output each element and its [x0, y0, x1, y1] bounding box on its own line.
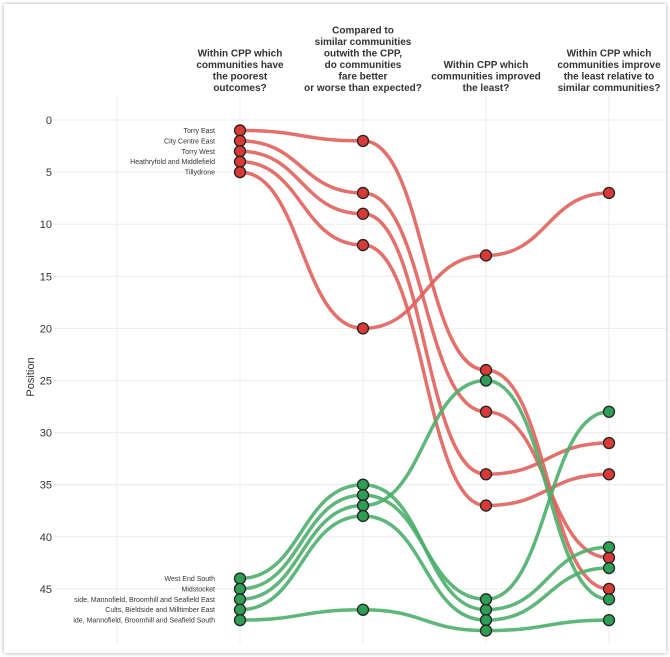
data-point	[235, 167, 246, 178]
y-tick-label: 35	[40, 480, 52, 492]
data-point	[235, 594, 246, 605]
data-point	[235, 583, 246, 594]
chart-frame: Position 0 5 10 15 20 25 30 35 40 45 Within CPP w…	[4, 4, 666, 653]
row-label: ide, Mannofield, Broomhill and Seafield …	[73, 618, 215, 625]
stage-header-line: Compared to	[332, 26, 394, 37]
row-label: Tillydrone	[185, 170, 215, 177]
series-line	[240, 151, 609, 474]
stage-header-line: communities have	[196, 60, 284, 71]
data-point	[358, 240, 369, 251]
data-point	[481, 500, 492, 511]
data-point	[235, 135, 246, 146]
series-line	[240, 610, 609, 631]
data-point	[604, 469, 615, 480]
row-label: Midstocket	[182, 586, 216, 593]
data-point	[235, 604, 246, 615]
data-point	[235, 573, 246, 584]
data-point	[358, 479, 369, 490]
stage-header-line: outwith the CPP,	[324, 49, 402, 60]
data-point	[235, 156, 246, 167]
data-point	[358, 135, 369, 146]
data-point	[604, 563, 615, 574]
row-label: Torry West	[182, 149, 215, 156]
stage-header-line: similar communities	[315, 37, 412, 48]
data-point	[358, 323, 369, 334]
stage-header-line: Within CPP which	[567, 49, 652, 60]
y-tick-label: 40	[40, 532, 52, 544]
y-tick-label: 5	[46, 167, 52, 179]
y-axis-ticks: 0 5 10 15 20 25 30 35 40 45	[40, 115, 52, 596]
row-labels: Torry East City Centre East Torry West Heat…	[73, 128, 215, 625]
data-point	[604, 615, 615, 626]
row-label: Cults, Bieldside and Milltimber East	[105, 607, 215, 614]
series-line	[240, 516, 609, 620]
y-tick-label: 25	[40, 376, 52, 388]
y-axis-label: Position	[25, 357, 37, 396]
data-point	[604, 406, 615, 417]
stage-header-line: similar communities?	[558, 83, 661, 94]
stage-header-line: do communities	[325, 60, 402, 71]
stage-header-line: or worse than expected?	[304, 83, 422, 94]
stage-header-line: communities improve	[557, 60, 661, 71]
y-tick-label: 10	[40, 219, 52, 231]
data-point	[358, 187, 369, 198]
stage-header-line: outcomes?	[213, 83, 266, 94]
series-line	[240, 130, 609, 588]
y-tick-label: 20	[40, 323, 52, 335]
data-point	[358, 604, 369, 615]
bump-chart: Position 0 5 10 15 20 25 30 35 40 45 Within CPP w…	[4, 4, 666, 653]
y-tick-label: 45	[40, 584, 52, 596]
data-point	[481, 406, 492, 417]
stage-header-line: the least relative to	[564, 72, 655, 83]
data-point	[604, 542, 615, 553]
row-label: Heathryfold and Middlefield	[130, 159, 215, 166]
data-point	[358, 490, 369, 501]
data-point	[235, 615, 246, 626]
data-point	[358, 500, 369, 511]
data-point	[358, 208, 369, 219]
stage-header-line: Within CPP which	[444, 60, 529, 71]
row-label: City Centre East	[164, 138, 215, 145]
data-point	[481, 469, 492, 480]
stage-header-line: the poorest	[213, 72, 268, 83]
row-label: West End South	[165, 576, 216, 583]
data-point	[481, 625, 492, 636]
stage-header-line: communities improved	[431, 72, 540, 83]
data-point	[481, 250, 492, 261]
y-tick-label: 15	[40, 271, 52, 283]
data-point	[604, 594, 615, 605]
data-point	[358, 510, 369, 521]
data-point	[481, 615, 492, 626]
data-point	[481, 594, 492, 605]
y-tick-label: 30	[40, 428, 52, 440]
data-point	[235, 146, 246, 157]
stage-header-line: the least?	[463, 83, 510, 94]
data-point	[604, 583, 615, 594]
data-point	[481, 365, 492, 376]
stage-header-line: fare better	[339, 72, 388, 83]
stage-header-line: Within CPP which	[198, 49, 283, 60]
row-label: Torry East	[183, 128, 215, 135]
y-tick-label: 0	[46, 115, 52, 127]
data-point	[481, 375, 492, 386]
data-point	[604, 552, 615, 563]
data-point	[235, 125, 246, 136]
data-point	[481, 604, 492, 615]
data-point	[604, 187, 615, 198]
data-point	[604, 438, 615, 449]
row-label: side, Mannofield, Broomhill and Seafield…	[74, 597, 215, 604]
